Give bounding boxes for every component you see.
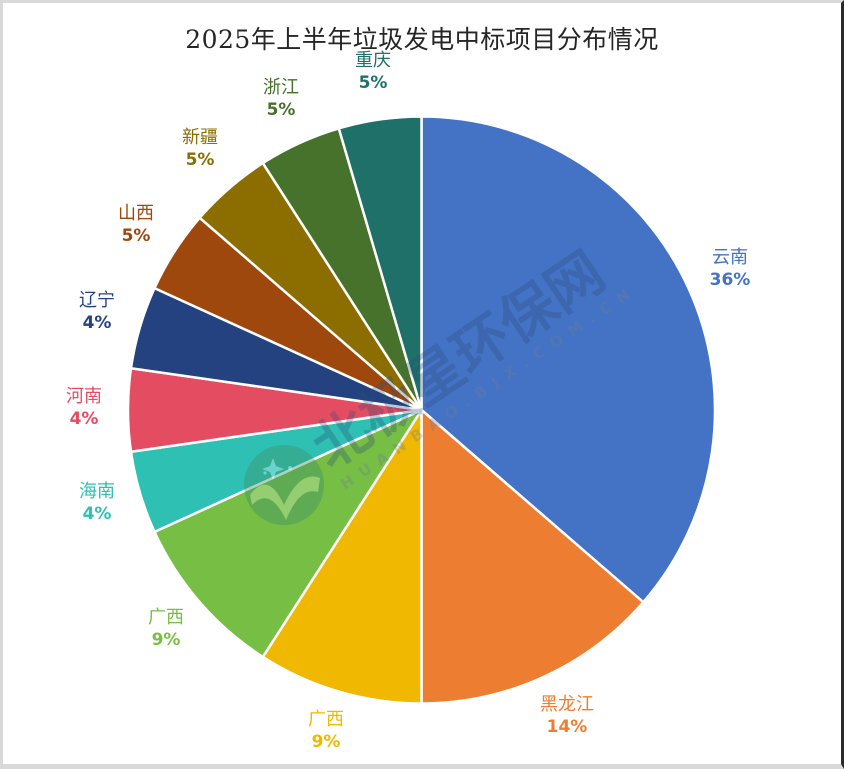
chart-title: 2025年上半年垃圾发电中标项目分布情况: [185, 25, 659, 54]
data-label: 辽宁 4%: [79, 290, 115, 334]
data-label: 海南 4%: [79, 481, 115, 525]
data-label-percent: 4%: [82, 312, 112, 333]
data-label-percent: 14%: [546, 716, 588, 737]
data-label-category: 广西: [308, 709, 344, 730]
data-label-category: 新疆: [182, 127, 218, 148]
data-label: 重庆 5%: [355, 50, 391, 94]
data-label-category: 重庆: [355, 50, 391, 71]
pie-slice-3: [153, 408, 423, 659]
pie-slice-1: [420, 408, 645, 705]
pie-slice-10: [337, 115, 423, 412]
data-label-category: 黑龙江: [540, 694, 594, 715]
data-label-category: 海南: [79, 481, 115, 502]
data-label-percent: 9%: [311, 731, 341, 752]
data-label-category: 河南: [66, 386, 102, 407]
data-label-category: 广西: [148, 607, 184, 628]
data-label-percent: 5%: [358, 72, 388, 93]
data-label-percent: 9%: [151, 629, 181, 650]
data-label: 河南 4%: [66, 386, 102, 430]
data-label-percent: 36%: [709, 269, 751, 290]
data-label: 黑龙江 14%: [540, 694, 594, 738]
data-label: 新疆 5%: [182, 127, 218, 171]
data-label-percent: 5%: [185, 149, 215, 170]
data-label-category: 辽宁: [79, 290, 115, 311]
data-label-category: 浙江: [263, 77, 299, 98]
watermark-logo-icon: [244, 445, 324, 525]
data-label-category: 山西: [118, 203, 154, 224]
data-label: 浙江 5%: [263, 77, 299, 121]
data-label-percent: 4%: [69, 408, 99, 429]
data-label-category: 云南: [711, 247, 748, 268]
data-label: 山西 5%: [118, 203, 154, 247]
data-label: 广西 9%: [148, 607, 184, 651]
pie-slice-2: [261, 408, 423, 705]
data-label-percent: 5%: [266, 99, 296, 120]
data-label-percent: 4%: [82, 503, 112, 524]
data-label: 广西 9%: [308, 709, 344, 753]
data-label: 云南 36%: [710, 247, 751, 291]
data-label-percent: 5%: [121, 225, 151, 246]
pie-slice-0: [420, 115, 717, 604]
